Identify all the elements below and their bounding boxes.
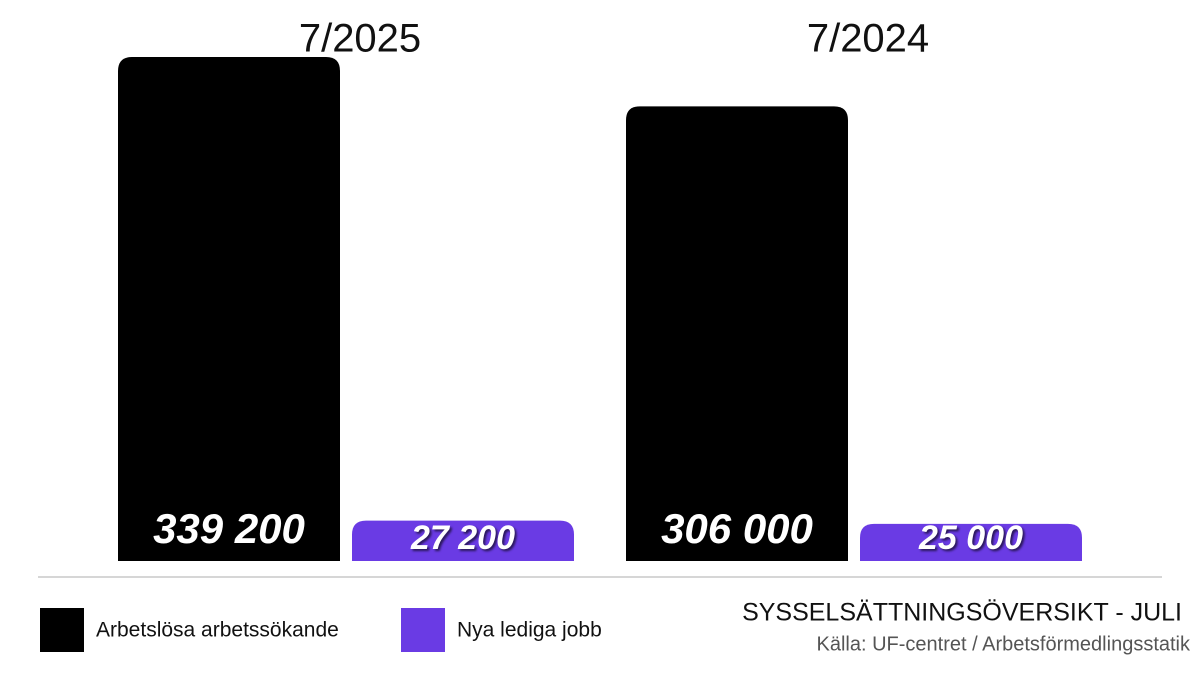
bar	[118, 57, 340, 561]
value-label: 25 000	[918, 519, 1023, 557]
value-label: 339 200	[153, 505, 305, 552]
legend-swatch	[401, 608, 445, 652]
category-label: 7/2025	[299, 17, 421, 61]
value-label: 27 200	[410, 519, 515, 557]
chart-title: SYSSELSÄTTNINGSÖVERSIKT - JULI	[742, 599, 1182, 627]
bar	[626, 106, 848, 561]
bar	[860, 523, 1082, 561]
value-label: 306 000	[661, 505, 813, 552]
legend-label: Nya lediga jobb	[457, 619, 602, 642]
legend-swatch	[40, 608, 84, 652]
category-label: 7/2024	[807, 17, 929, 61]
chart-subtitle: Källa: UF-centret / Arbetsförmedlingssta…	[817, 633, 1191, 655]
legend-label: Arbetslösa arbetssökande	[96, 619, 339, 642]
bar	[352, 520, 574, 561]
